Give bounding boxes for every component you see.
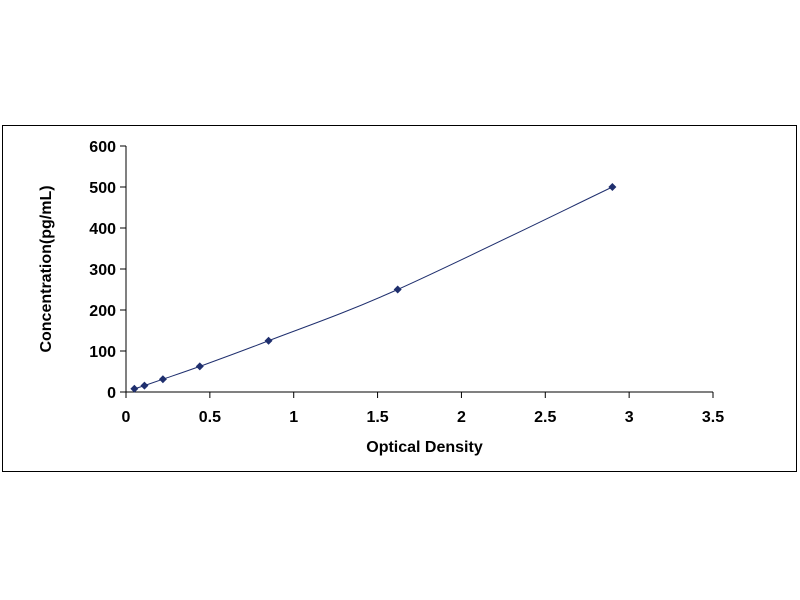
x-tick-label: 2 bbox=[457, 409, 466, 426]
axes bbox=[125, 146, 713, 393]
chart-frame: 0 0.5 1 1.5 2 2.5 3 3.5 0 100 200 300 400 500 600 Opt… bbox=[2, 125, 797, 472]
x-tick-label: 1.5 bbox=[366, 409, 388, 426]
x-ticks: 0 0.5 1 1.5 2 2.5 3 3.5 bbox=[122, 392, 724, 426]
data-point bbox=[158, 375, 167, 384]
x-axis-title: Optical Density bbox=[366, 439, 483, 456]
x-tick-label: 1 bbox=[289, 409, 298, 426]
x-tick-label: 0 bbox=[122, 409, 131, 426]
data-point bbox=[608, 183, 617, 191]
data-point bbox=[130, 384, 139, 393]
x-tick-label: 3.5 bbox=[702, 409, 724, 426]
data-point bbox=[393, 285, 402, 294]
x-tick-label: 3 bbox=[625, 409, 634, 426]
y-tick-label: 0 bbox=[107, 385, 116, 402]
data-point bbox=[264, 336, 273, 345]
standard-curve-chart: 0 0.5 1 1.5 2 2.5 3 3.5 0 100 200 300 400 500 600 Opt… bbox=[38, 139, 724, 456]
y-tick-label: 200 bbox=[89, 303, 116, 320]
data-point bbox=[140, 381, 149, 390]
y-tick-label: 300 bbox=[89, 262, 116, 279]
y-tick-label: 400 bbox=[89, 221, 116, 238]
fit-curve bbox=[134, 186, 613, 390]
y-tick-label: 600 bbox=[89, 139, 116, 156]
y-ticks: 0 100 200 300 400 500 600 bbox=[89, 139, 126, 402]
y-tick-label: 100 bbox=[89, 344, 116, 361]
x-tick-label: 0.5 bbox=[199, 409, 221, 426]
y-axis-title: Concentration(pg/mL) bbox=[38, 185, 55, 352]
y-tick-label: 500 bbox=[89, 180, 116, 197]
x-tick-label: 2.5 bbox=[534, 409, 556, 426]
data-points bbox=[130, 183, 617, 393]
data-point bbox=[195, 362, 204, 371]
